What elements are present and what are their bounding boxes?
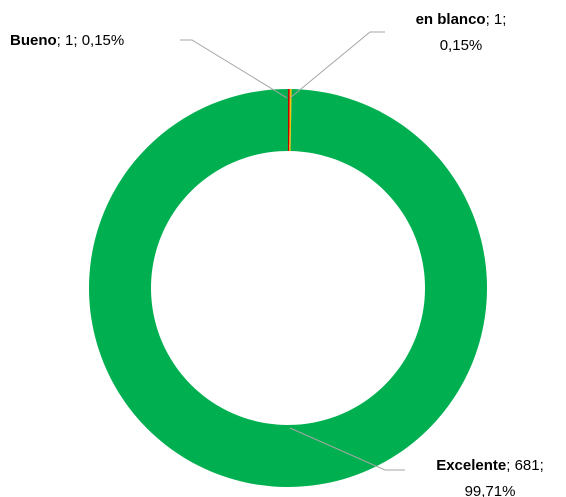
leader-line: [180, 39, 288, 99]
slice: [289, 89, 292, 152]
slice: [288, 89, 290, 152]
label-part: en blanco: [416, 11, 486, 28]
label-part: 681: [515, 457, 540, 474]
label-part: 99,71%: [465, 483, 516, 497]
label-part: ;: [73, 32, 81, 49]
label-part: 1: [65, 32, 73, 49]
label-part: ;: [506, 457, 514, 474]
label-part: ;: [540, 457, 544, 474]
label-part: ;: [486, 11, 494, 28]
label-part: Excelente: [436, 457, 506, 474]
leader-line: [289, 31, 385, 99]
label-part: 0,15%: [440, 37, 483, 54]
slice: [89, 89, 488, 487]
label-part: 0,15%: [82, 32, 125, 49]
label-part: Bueno: [10, 32, 57, 49]
label-part: ;: [502, 11, 506, 28]
data-label: Excelente; 681; 99,71%: [436, 457, 544, 497]
data-label: Bueno; 1; 0,15%: [10, 32, 124, 49]
data-label: en blanco; 1; 0,15%: [416, 11, 507, 54]
label-part: ;: [57, 32, 65, 49]
label-part: 1: [494, 11, 502, 28]
leader-line: [289, 427, 405, 471]
